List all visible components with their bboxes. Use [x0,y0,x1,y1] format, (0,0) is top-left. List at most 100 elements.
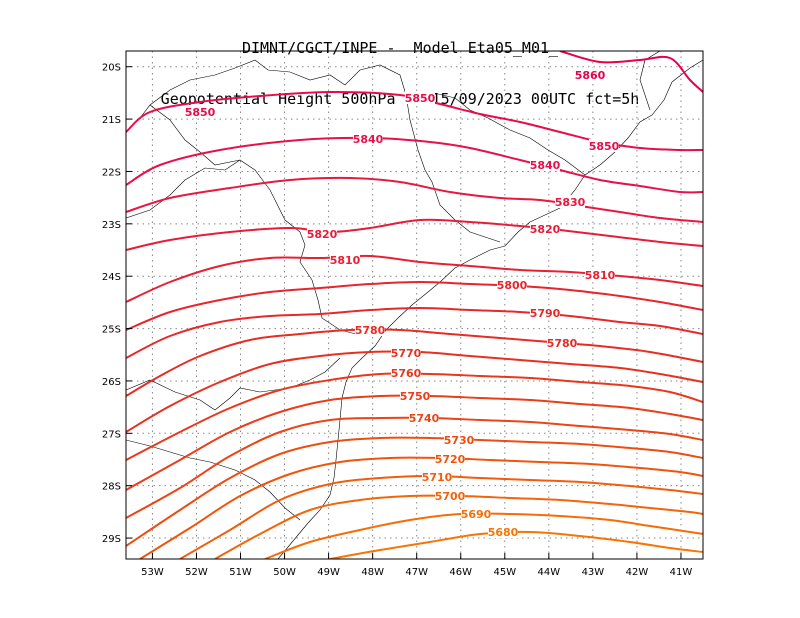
contour-label-5700: 5700 [435,490,466,503]
lon-tick-label: 52W [185,567,208,578]
contour-label-bg [422,470,452,483]
lat-tick-label: 22S [102,167,121,178]
contour-label-5850: 5850 [405,92,436,105]
contour-label-5840: 5840 [353,133,384,146]
lon-tick-label: 42W [626,567,649,578]
lat-tick-label: 21S [102,115,121,126]
contour-5790 [126,307,703,359]
contour-5680 [329,530,703,559]
contour-5830 [126,176,703,223]
map-title: DIMNT/CGCT/INPE - Model Eta05_M01_ Geopo… [0,6,800,125]
contour-5740 [126,416,703,519]
contour-5700 [214,494,703,559]
contour-5760 [126,372,703,461]
contour-label-5830: 5830 [555,196,586,209]
contour-label-5840: 5840 [530,159,561,172]
contour-label-bg [530,306,560,319]
contour-5810 [126,254,703,303]
contour-label-bg [530,158,560,171]
contour-label-bg [435,452,465,465]
lon-tick-label: 47W [405,567,428,578]
contour-label-5820: 5820 [307,228,338,241]
contour-5860 [559,51,703,93]
contour-5850 [126,90,703,152]
contour-label-5820: 5820 [530,223,561,236]
contour-label-5710: 5710 [422,471,453,484]
contour-label-bg [488,525,518,538]
contour-label-5760: 5760 [391,367,422,380]
lon-tick-label: 41W [670,567,693,578]
contour-label-bg [307,227,337,240]
contour-label-bg [589,139,619,152]
contour-label-5790: 5790 [530,307,561,320]
contour-label-bg [391,346,421,359]
contour-label-5690: 5690 [461,508,492,521]
state-border-1 [126,357,341,411]
lat-tick-label: 20S [102,63,121,74]
lon-tick-label: 44W [538,567,561,578]
contour-label-bg [575,68,605,81]
contour-5710 [179,475,703,559]
lon-tick-label: 53W [141,567,164,578]
contour-label-bg [353,132,383,145]
contour-label-5810: 5810 [330,254,361,267]
lat-tick-label: 23S [102,220,121,231]
coastline-boundaries [126,51,703,559]
state-border-2 [126,439,301,521]
longitude-ticks: 53W 52W 51W 50W 49W 48W 47W 46W 45W 44W 43W 42W 41W [141,553,692,578]
lat-tick-label: 25S [102,325,121,336]
contour-5690 [264,512,703,559]
contour-label-5810: 5810 [585,269,616,282]
lon-tick-label: 49W [317,567,340,578]
coastline [277,59,703,559]
lon-tick-label: 50W [273,567,296,578]
contour-5820 [126,218,703,251]
contour-5780 [126,328,703,397]
contour-label-bg [530,222,560,235]
contour-label-5750: 5750 [400,390,431,403]
contour-label-5780: 5780 [355,324,386,337]
contour-label-bg [497,278,527,291]
contour-label-5730: 5730 [444,434,475,447]
contour-label-bg [355,323,385,336]
title-line-2: Geopotential Height 500hPa - 15/09/2023 … [160,90,640,108]
contour-lines [126,51,703,559]
lat-tick-label: 26S [102,377,121,388]
contour-label-bg [435,489,465,502]
lat-tick-label: 28S [102,482,121,493]
contour-label-bg [585,268,615,281]
lat-tick-label: 27S [102,429,121,440]
contour-label-5860: 5860 [575,69,606,82]
lon-tick-label: 48W [361,567,384,578]
contour-label-5850: 5850 [589,140,620,153]
latitude-ticks: 20S 21S 22S 23S 24S 25S 26S 27S 28S 29S [102,63,132,545]
contour-label-bg [185,105,215,118]
state-border-9 [126,59,256,133]
contour-label-bg [400,389,430,402]
lat-lon-grid [126,51,703,559]
contour-label-5680: 5680 [488,526,519,539]
contour-5730 [126,436,703,547]
lat-tick-label: 29S [102,534,121,545]
state-border-5 [405,94,501,243]
contour-label-bg [330,253,360,266]
state-border-6 [254,59,586,176]
lon-tick-label: 45W [493,567,516,578]
contour-label-bg [409,411,439,424]
contour-label-bg [405,91,435,104]
state-border-3 [299,231,381,336]
contour-label-5740: 5740 [409,412,440,425]
contour-label-bg [391,366,421,379]
contour-label-5850: 5850 [185,106,216,119]
title-line-1: DIMNT/CGCT/INPE - Model Eta05_M01_ [241,39,559,57]
contour-label-bg [547,336,577,349]
contour-label-bg [444,433,474,446]
contour-label-5780: 5780 [547,337,578,350]
lat-tick-label: 24S [102,272,121,283]
plot-frame [125,50,704,560]
contour-label-5800: 5800 [497,279,528,292]
contour-labels: 5860 5850 5850 5850 5840 5840 5830 5820 5820 5810… [185,68,620,539]
contour-5840 [126,136,703,194]
state-border-7 [149,104,241,166]
